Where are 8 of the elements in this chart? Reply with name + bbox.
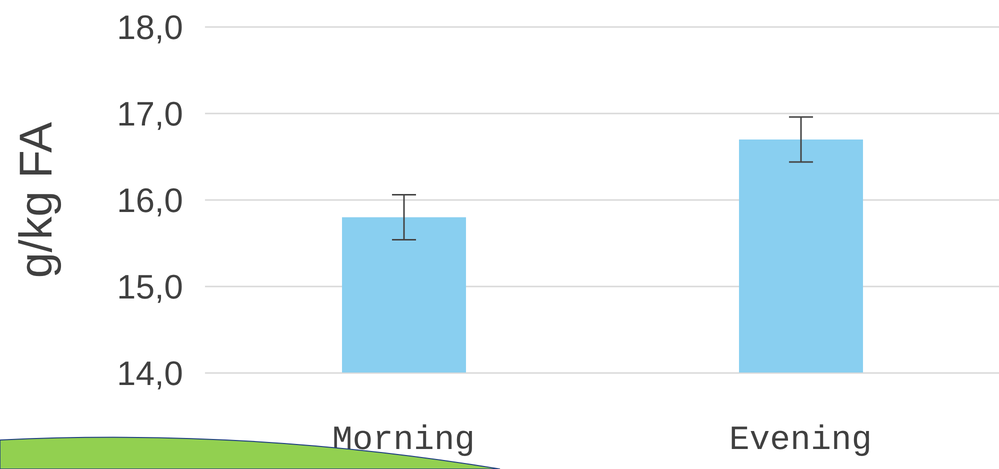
y-tick-label: 17,0	[116, 96, 183, 134]
y-tick-label: 15,0	[116, 268, 183, 307]
y-tick-label: 18,0	[116, 9, 183, 48]
y-axis-title: g/kg FA	[9, 122, 62, 278]
y-tick-label: 14,0	[116, 355, 183, 394]
y-tick-label: 16,0	[116, 182, 183, 220]
x-tick-label: Evening	[729, 422, 872, 460]
x-tick-label: Morning	[332, 422, 475, 460]
